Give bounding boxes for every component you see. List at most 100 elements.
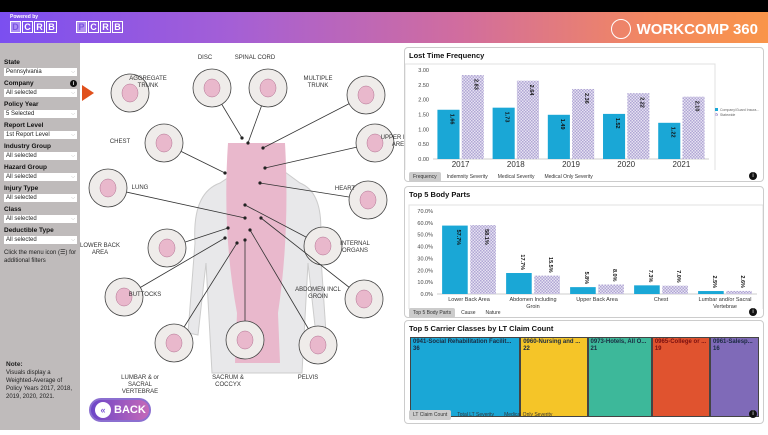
body-part-buttocks[interactable] [104, 277, 144, 317]
body-part-label[interactable]: BUTTOCKS [128, 292, 162, 298]
tab-nature[interactable]: Nature [485, 310, 501, 316]
bar[interactable] [442, 225, 468, 294]
leader-line [107, 187, 246, 219]
tab-total-lt-severity[interactable]: Total LT Severity [457, 412, 495, 418]
data-label: 57.7% [455, 230, 461, 246]
body-part-label[interactable]: DISC [197, 55, 213, 61]
bar[interactable] [572, 88, 595, 159]
lost-time-frequency-chart: 0.00 0.50 1.00 1.50 2.00 2.50 3.00 1.66 2.83 2017… [405, 63, 759, 170]
data-label: 15.5% [547, 257, 553, 273]
info-icon[interactable]: i [749, 172, 757, 180]
bar[interactable] [506, 273, 532, 294]
back-button[interactable]: « BACK [89, 398, 151, 422]
bar[interactable] [492, 107, 515, 159]
tab-cause[interactable]: Cause [461, 310, 476, 316]
chevron-down-icon: ⌵ [71, 153, 75, 159]
bar[interactable] [570, 287, 596, 294]
tab-top-5-body-parts[interactable]: Top 5 Body Parts [409, 308, 456, 318]
bar[interactable] [534, 275, 560, 294]
bar[interactable] [662, 285, 688, 294]
body-part-label[interactable]: SPINAL CORD [234, 55, 276, 61]
body-part-label[interactable]: MULTIPLE TRUNK [303, 76, 333, 89]
body-part-disc[interactable] [192, 68, 232, 108]
bar[interactable] [698, 291, 724, 294]
treemap-tile[interactable]: 0941-Social Rehabilitation Facilit... 36 [410, 337, 521, 417]
body-part-label[interactable]: LUMBAR & or SACRAL VERTEBRAE [121, 375, 159, 395]
body-part-aggregate[interactable] [110, 73, 150, 113]
filter-dropdown-industry-group[interactable]: All selected ⌵ [4, 152, 77, 160]
tile-value: 21 [590, 346, 598, 352]
bar[interactable] [658, 122, 681, 159]
y-tick-label: 2.50 [418, 83, 429, 89]
data-label: 2.64 [528, 85, 534, 97]
body-part-label[interactable]: LUNG [131, 185, 149, 191]
treemap-tile[interactable]: 0973-Hotels, All O... 21 [587, 337, 652, 417]
body-part-lowerback[interactable] [147, 228, 187, 268]
tab-medical-severity[interactable]: Medical Severity [497, 174, 535, 180]
body-part-heart[interactable] [348, 180, 388, 220]
body-part-lung[interactable] [88, 168, 128, 208]
x-tick-label: 2018 [507, 160, 525, 169]
y-tick-label: 50.0% [417, 233, 433, 239]
filter-sidebar: State Pennsylvania ⌵ Company i All selected ⌵ P… [0, 43, 80, 430]
filter-dropdown-report-level[interactable]: 1st Report Level ⌵ [4, 131, 77, 139]
tab-lt-claim-count[interactable]: LT Claim Count [409, 410, 452, 420]
tab-medical-only-severity[interactable]: Medical Only Severity [544, 174, 593, 180]
top-body-parts-panel: Top 5 Body Parts 0.0% 10.0% 20.0% 30.0% 40.0… [404, 186, 764, 318]
body-part-label[interactable]: PELVIS [297, 375, 319, 381]
body-part-label[interactable]: AGGREGATE TRUNK [129, 76, 167, 89]
body-point [259, 216, 263, 220]
body-part-label[interactable]: SACRUM & COCCYX [212, 375, 244, 388]
filter-dropdown-hazard-group[interactable]: All selected ⌵ [4, 173, 77, 181]
bar[interactable] [516, 80, 539, 159]
bar[interactable] [627, 93, 650, 159]
body-part-internal[interactable] [303, 226, 343, 266]
body-part-spinal[interactable] [248, 68, 288, 108]
info-icon[interactable]: i [749, 308, 757, 316]
bar[interactable] [437, 109, 460, 159]
tab-frequency[interactable]: Frequency [409, 172, 441, 182]
tile-label: 0961-Salesp... [713, 339, 753, 345]
body-part-chest[interactable] [144, 123, 184, 163]
filter-dropdown-policy-year[interactable]: 5 Selected ⌵ [4, 110, 77, 118]
bar[interactable] [634, 285, 660, 294]
bar[interactable] [603, 113, 626, 159]
body-part-label[interactable]: HEART [334, 186, 356, 192]
bar[interactable] [461, 75, 484, 159]
body-part-label[interactable]: LOWER BACK AREA [79, 243, 120, 256]
bar[interactable] [726, 290, 752, 294]
body-part-label[interactable]: INTERNAL ORGANS [340, 241, 370, 254]
tab-indemnity-severity[interactable]: Indemnity Severity [446, 174, 488, 180]
body-part-label[interactable]: ABDOMEN INCL GROIN [295, 287, 341, 300]
body-part-sacrum[interactable] [225, 320, 265, 360]
filter-dropdown-company[interactable]: All selected ⌵ [4, 89, 77, 97]
body-part-pelvis[interactable] [298, 325, 338, 365]
treemap-tile[interactable]: 0965-College or ... 19 [651, 337, 710, 417]
filter-label: Injury Type [4, 185, 39, 192]
bar[interactable] [682, 96, 705, 159]
bar[interactable] [547, 114, 570, 159]
tile-label: 0941-Social Rehabilitation Facilit... [413, 339, 512, 345]
body-point [243, 216, 247, 220]
info-icon[interactable]: i [70, 80, 77, 87]
data-label: 2.6% [739, 275, 745, 288]
info-icon[interactable]: i [749, 410, 757, 418]
data-label: 7.3% [647, 270, 653, 283]
treemap-tile[interactable]: 0961-Salesp... 16 [710, 337, 759, 417]
body-part-lumbar[interactable] [154, 323, 194, 363]
treemap-tile[interactable]: 0960-Nursing and ... 22 [520, 337, 588, 417]
bar[interactable] [598, 284, 624, 294]
body-part-abdomen[interactable] [344, 279, 384, 319]
body-part-multiple[interactable] [346, 75, 386, 115]
filter-dropdown-deductible-type[interactable]: All selected ⌵ [4, 236, 77, 244]
filter-dropdown-state[interactable]: Pennsylvania ⌵ [4, 68, 77, 76]
x-tick-label: Vertebrae [713, 304, 737, 309]
data-label: 2.22 [638, 97, 644, 108]
filter-dropdown-class[interactable]: All selected ⌵ [4, 215, 77, 223]
filter-dropdown-injury-type[interactable]: All selected ⌵ [4, 194, 77, 202]
body-part-label[interactable]: CHEST [109, 139, 131, 145]
tab-medical-only-severity[interactable]: Medical Only Severity [504, 412, 553, 418]
bar[interactable] [470, 225, 496, 294]
body-part-upperback[interactable] [355, 123, 395, 163]
